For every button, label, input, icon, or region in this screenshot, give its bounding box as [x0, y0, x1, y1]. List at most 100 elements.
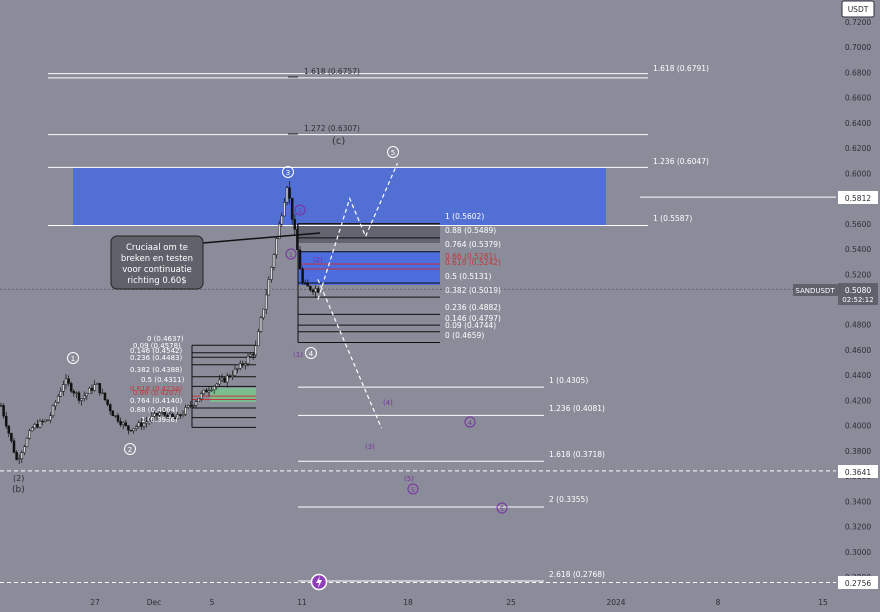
- candle: [173, 416, 177, 420]
- candle-countdown: 02:52:12: [842, 296, 873, 304]
- wave-label-4-purple: (4): [383, 399, 393, 407]
- candle: [246, 356, 250, 364]
- candle: [30, 427, 34, 432]
- price-tick-label: 0.3400: [845, 497, 871, 506]
- svg-text:0.3641: 0.3641: [845, 468, 871, 477]
- svg-text:5: 5: [391, 149, 395, 157]
- time-label: 15: [818, 598, 828, 607]
- candle: [270, 267, 273, 280]
- annotation-line-1: Cruciaal om te: [126, 243, 188, 253]
- time-label: 2024: [606, 598, 625, 607]
- candle: [12, 440, 16, 453]
- candle: [36, 424, 39, 428]
- candle: [163, 412, 167, 416]
- candle: [49, 415, 52, 421]
- candle: [233, 368, 237, 376]
- right-fib-label: 1.618 (0.6791): [653, 64, 709, 73]
- time-label: Dec: [147, 598, 162, 607]
- candle: [288, 187, 291, 199]
- wave-label-3-purple: (3): [365, 443, 375, 451]
- event-marker-icon[interactable]: [310, 573, 328, 591]
- fib-label: 1 (0.4305): [549, 376, 588, 385]
- svg-text:0.5812: 0.5812: [845, 194, 871, 203]
- candle: [101, 392, 104, 394]
- candle: [179, 414, 182, 416]
- alternate-wave-path: [317, 279, 383, 429]
- candle: [85, 393, 89, 397]
- candle: [160, 412, 164, 414]
- candle: [158, 412, 161, 416]
- wave-circle-4-purple: 4: [464, 416, 476, 428]
- candle: [155, 413, 159, 416]
- candle: [275, 238, 278, 255]
- wave-label-5-purple: (5): [404, 475, 414, 483]
- time-label: 8: [716, 598, 721, 607]
- right-fib-label: 1 (0.5587): [653, 214, 692, 223]
- wave-label-2-purple: (2): [313, 256, 323, 264]
- price-tick-label: 0.4200: [845, 396, 871, 405]
- price-tick-label: 0.5400: [845, 245, 871, 254]
- candle: [142, 422, 146, 427]
- candle: [80, 398, 83, 401]
- candle: [314, 288, 317, 293]
- price-axis[interactable]: [836, 0, 880, 612]
- annotation-line-4: richting 0.60$: [127, 276, 186, 286]
- candle: [301, 268, 304, 284]
- wave-circle-1-white: 1: [67, 352, 79, 364]
- price-tick-label: 0.4000: [845, 422, 871, 431]
- wave-circle-3-white: 3: [282, 166, 294, 178]
- candle: [210, 389, 213, 391]
- price-tick-label: 0.3200: [845, 523, 871, 532]
- svg-text:5: 5: [411, 486, 415, 494]
- candle: [199, 393, 203, 399]
- price-tick-label: 0.4800: [845, 321, 871, 330]
- candle: [46, 419, 50, 422]
- candle: [7, 425, 11, 434]
- annotation-line-2: breken en testen: [121, 254, 193, 264]
- fib-label: 1.618 (0.3718): [549, 450, 605, 459]
- candle: [150, 416, 154, 421]
- candle: [283, 201, 286, 217]
- wave-circle-5-purple: 5: [407, 483, 419, 495]
- candle: [88, 387, 91, 394]
- time-label: 27: [90, 598, 100, 607]
- price-tick-label: 0.4400: [845, 371, 871, 380]
- price-tick-label: 0.4600: [845, 346, 871, 355]
- candle: [75, 392, 78, 394]
- top-level-labels: 1.618 (0.6757) 1.272 (0.6307): [288, 67, 360, 135]
- wave-circle-1-purple: 1: [285, 248, 297, 260]
- fib-label: 0.618 (0.5242): [445, 258, 501, 267]
- top-level-label: 1.618 (0.6757): [304, 67, 360, 76]
- fib-label: 0.5 (0.5131): [445, 272, 491, 281]
- fib-label: 2 (0.3355): [549, 495, 588, 504]
- candlestick-series: [0, 180, 320, 464]
- current-price: 0.5080: [845, 286, 871, 295]
- price-tick-label: 0.7200: [845, 18, 871, 27]
- candle: [103, 392, 107, 401]
- candle: [181, 413, 185, 416]
- current-price-marker: SANDUSDT 0.5080 02:52:12: [793, 283, 878, 305]
- price-badge-0.2756: 0.2756: [838, 576, 878, 589]
- wave-circle-2-white: 2: [124, 443, 136, 455]
- price-tick-label: 0.6000: [845, 169, 871, 178]
- candle: [82, 395, 86, 399]
- candle: [43, 419, 47, 422]
- time-axis[interactable]: 27 Dec 5 11 18 25 2024 8 15: [90, 598, 828, 607]
- price-tick-label: 0.6800: [845, 68, 871, 77]
- candle: [147, 420, 151, 423]
- candle: [114, 415, 117, 417]
- candle: [223, 377, 226, 383]
- candle: [176, 414, 180, 420]
- svg-text:1: 1: [71, 355, 75, 363]
- fib-label: 0.146 (0.4542): [130, 347, 182, 355]
- candle: [168, 413, 172, 419]
- candle: [67, 378, 70, 384]
- candle: [228, 375, 232, 377]
- candle: [244, 363, 247, 366]
- price-badge-0.3641: 0.3641: [838, 465, 878, 478]
- right-fib-label: 1.236 (0.6047): [653, 157, 709, 166]
- svg-text:5: 5: [500, 505, 504, 513]
- candle: [111, 410, 115, 417]
